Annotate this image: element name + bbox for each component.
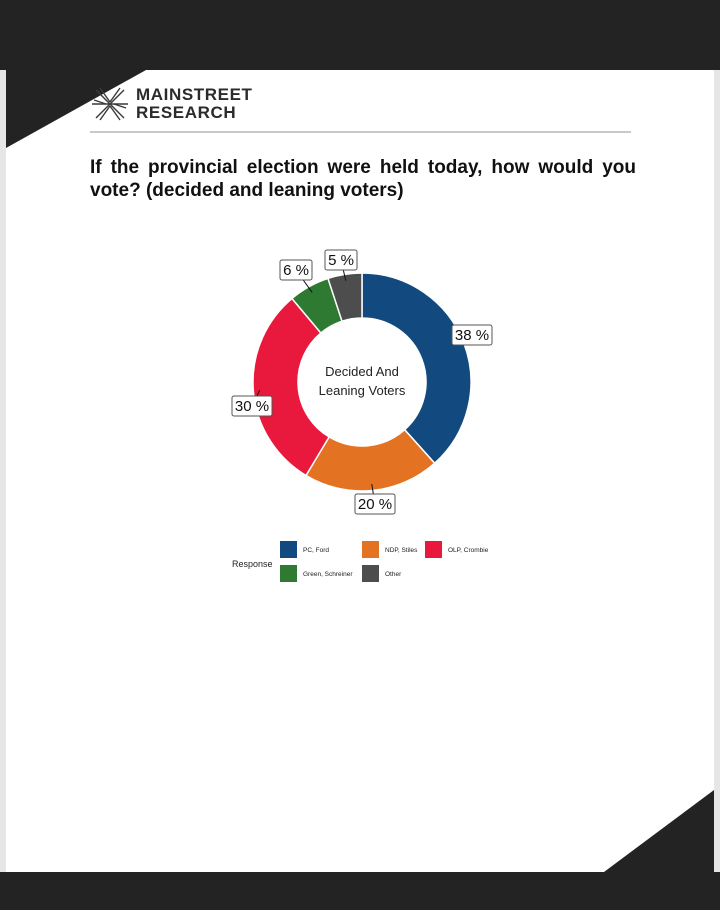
corner-decoration-bottom-right [604, 790, 714, 872]
legend-swatch-other [362, 565, 379, 582]
mainstreet-logo: MAINSTREET RESEARCH [90, 84, 253, 124]
mainstreet-logo-icon [92, 87, 128, 121]
data-label-green-schreiner: 6 % [283, 262, 309, 279]
legend-label-other: Other [385, 571, 402, 578]
legend-label-green-schreiner: Green, Schreiner [303, 571, 353, 578]
slice-olp-crombie [252, 297, 331, 477]
slice-other [327, 272, 363, 323]
data-label-olp-crombie: 30 % [235, 398, 269, 415]
data-label-box-other [324, 249, 358, 271]
legend-label-pc-ford: PC, Ford [303, 547, 329, 554]
legend-swatch-green-schreiner [280, 565, 297, 582]
legend-swatch-ndp-stiles [362, 541, 379, 558]
data-label-box-ndp-stiles [354, 493, 396, 515]
survey-question: If the provincial election were held tod… [90, 157, 636, 201]
legend-label-ndp-stiles: NDP, Stiles [385, 547, 418, 554]
legend-swatch-olp-crombie [425, 541, 442, 558]
logo-wordmark: MAINSTREET RESEARCH [136, 86, 253, 122]
legend-label-olp-crombie: OLP, Crombie [448, 547, 489, 554]
center-label-line-1: Decided And [325, 364, 399, 379]
data-label-pc-ford: 38 % [455, 327, 489, 344]
logo-line-1: MAINSTREET [136, 85, 253, 104]
top-dark-band [0, 0, 720, 70]
center-label-line-2: Leaning Voters [319, 383, 406, 398]
legend-swatch-pc-ford [280, 541, 297, 558]
data-label-box-olp-crombie [231, 395, 273, 417]
logo-line-2: RESEARCH [136, 103, 237, 122]
data-label-other: 5 % [328, 252, 354, 269]
data-label-box-green-schreiner [279, 259, 313, 281]
data-label-box-pc-ford [451, 324, 493, 346]
slice-pc-ford [361, 272, 472, 465]
bottom-dark-band [0, 872, 720, 910]
report-page: MAINSTREET RESEARCH If the provincial el… [6, 70, 714, 872]
vote-intention-donut-chart: 38 % 20 % 30 % 6 % 5 % Decided And Leaning Vot… [231, 249, 493, 582]
header-divider [90, 131, 631, 133]
data-label-ndp-stiles: 20 % [358, 496, 392, 513]
corner-decoration-top-left [6, 70, 146, 148]
legend-title: Response [232, 559, 273, 569]
